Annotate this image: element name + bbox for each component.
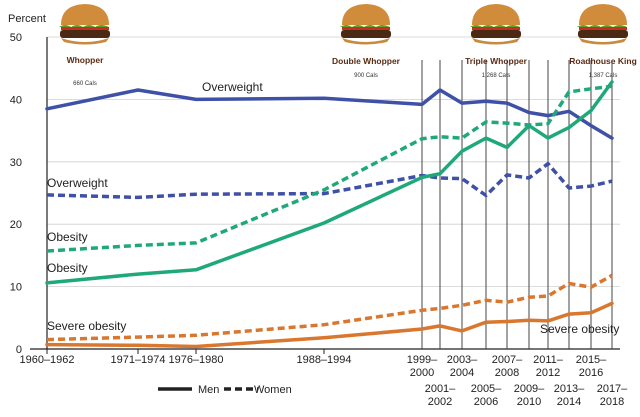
y-tick-label: 40: [10, 94, 22, 106]
burger-annotations: Whopper 660 Cals Double Whopper 900 Cals Tri…: [59, 4, 637, 87]
x-tick-label: 2008: [495, 367, 519, 379]
y-tick-labels: 0 10 20 30 40 50: [10, 32, 22, 356]
series-labels: Overweight Overweight Obesity Obesity Severe…: [47, 80, 619, 336]
burger-calories: 1,268 Cals: [482, 73, 511, 79]
tomato: [61, 27, 109, 30]
burger-icon: [470, 4, 521, 45]
x-tick-label: 2001–: [425, 383, 456, 395]
burger-name: Whopper: [67, 55, 105, 65]
series-line-3: [45, 80, 614, 285]
y-axis-label: Percent: [8, 13, 46, 25]
x-tick-label: 2017–: [597, 383, 628, 395]
tomato: [579, 27, 627, 30]
bun-bottom: [472, 38, 520, 45]
burger-name: Double Whopper: [332, 56, 401, 66]
bun-bottom: [579, 38, 627, 45]
x-tick-label: 2005–: [471, 383, 502, 395]
x-tick-label: 2018: [600, 396, 624, 408]
patty: [341, 30, 391, 38]
burger-calories: 900 Cals: [354, 73, 378, 79]
x-tick-label: 2012: [536, 367, 560, 379]
x-tick-label: 2015–: [576, 354, 607, 366]
x-tick-label: 2016: [579, 367, 603, 379]
x-tick-label: 2007–: [492, 354, 523, 366]
series-label: Severe obesity: [47, 319, 126, 333]
bun-top: [579, 4, 627, 25]
lettuce: [470, 25, 520, 27]
bun-top: [472, 4, 520, 25]
burger-icon: [59, 4, 110, 45]
legend: Men Women: [158, 384, 292, 396]
bun-bottom: [342, 38, 390, 45]
burger-icon: [577, 4, 628, 45]
x-tick-label: 2006: [474, 396, 498, 408]
series-label: Overweight: [47, 176, 108, 190]
burger-calories: 660 Cals: [73, 81, 97, 87]
y-tick-label: 30: [10, 157, 22, 169]
x-tick-label: 1976–1980: [168, 354, 223, 366]
x-tick-label: 1988–1994: [296, 354, 351, 366]
gridlines: [47, 36, 620, 288]
x-tick-label: 1971–1974: [110, 354, 165, 366]
series-label: Obesity: [47, 230, 88, 244]
x-tick-label: 1999–: [407, 354, 438, 366]
x-tick-label: 2002: [428, 396, 452, 408]
patty: [578, 30, 628, 38]
series-line-4: [46, 273, 613, 342]
x-tick-label: 2013–: [554, 383, 585, 395]
x-tick-label: 2014: [557, 396, 581, 408]
y-tick-label: 0: [16, 344, 22, 356]
burger-icon: [340, 4, 391, 45]
y-tick-label: 20: [10, 219, 22, 231]
patty: [471, 30, 521, 38]
tomato: [472, 27, 520, 30]
x-tick-label: 2000: [410, 367, 434, 379]
series-lines: [45, 80, 614, 349]
burger-calories: 1,387 Cals: [589, 73, 618, 79]
x-tick-label: 2003–: [447, 354, 478, 366]
series-label: Overweight: [202, 80, 263, 94]
tomato: [342, 27, 390, 30]
burger-name: Triple Whopper: [465, 56, 528, 66]
series-label: Obesity: [47, 261, 88, 275]
series-line-5: [45, 301, 614, 349]
x-tick-label: 1960–1962: [19, 354, 74, 366]
series-line-2: [46, 84, 613, 253]
x-tick-label: 2004: [450, 367, 474, 379]
lettuce: [577, 25, 627, 27]
bun-top: [342, 4, 390, 25]
x-tick-label: 2009–: [514, 383, 545, 395]
x-tick-labels: 1960–1962 1971–1974 1976–1980 1988–1994 1999…: [19, 354, 628, 408]
axes: [30, 37, 620, 354]
bun-bottom: [61, 38, 109, 45]
lettuce: [59, 25, 109, 27]
burger-name: Roadhouse King: [569, 56, 637, 66]
bun-top: [61, 4, 109, 25]
series-label: Severe obesity: [540, 322, 619, 336]
y-tick-label: 10: [10, 282, 22, 294]
x-tick-label: 2011–: [533, 354, 564, 366]
legend-label: Women: [254, 384, 292, 396]
patty: [60, 30, 110, 38]
legend-label: Men: [198, 384, 219, 396]
x-tick-label: 2010: [517, 396, 541, 408]
series-line-0: [45, 88, 614, 140]
lettuce: [340, 25, 390, 27]
y-tick-label: 50: [10, 32, 22, 44]
series-line-1: [46, 161, 613, 200]
